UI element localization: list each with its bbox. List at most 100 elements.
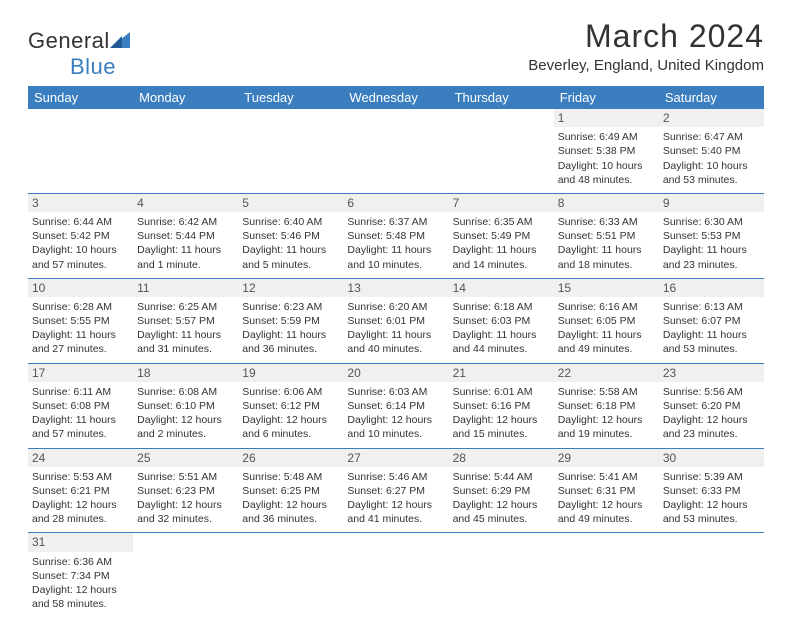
page-title: March 2024 [528, 18, 764, 55]
logo-text-dark: General [28, 28, 110, 53]
day-number: 5 [238, 194, 343, 212]
daylight-text: Daylight: 12 hours and 19 minutes. [558, 413, 655, 441]
day-number: 21 [449, 364, 554, 382]
calendar-cell: 22Sunrise: 5:58 AMSunset: 6:18 PMDayligh… [554, 363, 659, 448]
calendar-cell: 25Sunrise: 5:51 AMSunset: 6:23 PMDayligh… [133, 448, 238, 533]
sunrise-text: Sunrise: 6:18 AM [453, 300, 550, 314]
calendar-page: General Blue March 2024 Beverley, Englan… [0, 0, 792, 635]
sunset-text: Sunset: 6:12 PM [242, 399, 339, 413]
calendar-cell: 26Sunrise: 5:48 AMSunset: 6:25 PMDayligh… [238, 448, 343, 533]
daylight-text: Daylight: 10 hours and 53 minutes. [663, 159, 760, 187]
sunset-text: Sunset: 6:01 PM [347, 314, 444, 328]
sunrise-text: Sunrise: 5:44 AM [453, 470, 550, 484]
calendar-cell [238, 109, 343, 193]
daylight-text: Daylight: 10 hours and 48 minutes. [558, 159, 655, 187]
sunset-text: Sunset: 6:31 PM [558, 484, 655, 498]
sunset-text: Sunset: 5:55 PM [32, 314, 129, 328]
daylight-text: Daylight: 12 hours and 28 minutes. [32, 498, 129, 526]
sunrise-text: Sunrise: 6:28 AM [32, 300, 129, 314]
day-number: 31 [28, 533, 133, 551]
day-number: 12 [238, 279, 343, 297]
daylight-text: Daylight: 12 hours and 49 minutes. [558, 498, 655, 526]
sunset-text: Sunset: 6:14 PM [347, 399, 444, 413]
sunrise-text: Sunrise: 6:49 AM [558, 130, 655, 144]
sunrise-text: Sunrise: 5:58 AM [558, 385, 655, 399]
sunset-text: Sunset: 5:53 PM [663, 229, 760, 243]
sunrise-text: Sunrise: 6:40 AM [242, 215, 339, 229]
day-number: 9 [659, 194, 764, 212]
day-header: Friday [554, 86, 659, 109]
calendar-cell [28, 109, 133, 193]
sunset-text: Sunset: 6:20 PM [663, 399, 760, 413]
sunset-text: Sunset: 6:08 PM [32, 399, 129, 413]
calendar-table: Sunday Monday Tuesday Wednesday Thursday… [28, 86, 764, 617]
daylight-text: Daylight: 12 hours and 45 minutes. [453, 498, 550, 526]
day-number: 29 [554, 449, 659, 467]
daylight-text: Daylight: 11 hours and 40 minutes. [347, 328, 444, 356]
page-subtitle: Beverley, England, United Kingdom [528, 57, 764, 74]
calendar-cell [449, 109, 554, 193]
calendar-cell: 12 Sunrise: 6:23 AMSunset: 5:59 PMDayligh… [238, 278, 343, 363]
daylight-text: Daylight: 11 hours and 27 minutes. [32, 328, 129, 356]
day-number: 2 [659, 109, 764, 127]
sunset-text: Sunset: 5:59 PM [242, 314, 339, 328]
calendar-cell: 31Sunrise: 6:36 AMSunset: 7:34 PMDayligh… [28, 533, 133, 617]
sunrise-text: Sunrise: 5:53 AM [32, 470, 129, 484]
sunrise-text: Sunrise: 6:16 AM [558, 300, 655, 314]
daylight-text: Daylight: 12 hours and 41 minutes. [347, 498, 444, 526]
calendar-cell: 1Sunrise: 6:49 AMSunset: 5:38 PMDaylight… [554, 109, 659, 193]
sunset-text: Sunset: 5:44 PM [137, 229, 234, 243]
calendar-week: 17Sunrise: 6:11 AMSunset: 6:08 PMDayligh… [28, 363, 764, 448]
daylight-text: Daylight: 12 hours and 2 minutes. [137, 413, 234, 441]
sunrise-text: Sunrise: 6:23 AM [242, 300, 339, 314]
sunset-text: Sunset: 5:48 PM [347, 229, 444, 243]
sail-icon [110, 32, 130, 48]
day-number: 18 [133, 364, 238, 382]
sunset-text: Sunset: 6:33 PM [663, 484, 760, 498]
sunrise-text: Sunrise: 5:46 AM [347, 470, 444, 484]
daylight-text: Daylight: 11 hours and 18 minutes. [558, 243, 655, 271]
sunrise-text: Sunrise: 6:03 AM [347, 385, 444, 399]
calendar-cell: 27Sunrise: 5:46 AMSunset: 6:27 PMDayligh… [343, 448, 448, 533]
daylight-text: Daylight: 10 hours and 57 minutes. [32, 243, 129, 271]
day-number: 27 [343, 449, 448, 467]
day-number: 14 [449, 279, 554, 297]
sunset-text: Sunset: 6:18 PM [558, 399, 655, 413]
calendar-cell [659, 533, 764, 617]
sunset-text: Sunset: 5:49 PM [453, 229, 550, 243]
calendar-cell: 20Sunrise: 6:03 AMSunset: 6:14 PMDayligh… [343, 363, 448, 448]
sunset-text: Sunset: 6:25 PM [242, 484, 339, 498]
header: General Blue March 2024 Beverley, Englan… [28, 18, 764, 80]
calendar-cell: 4Sunrise: 6:42 AMSunset: 5:44 PMDaylight… [133, 193, 238, 278]
sunrise-text: Sunrise: 6:01 AM [453, 385, 550, 399]
calendar-body: 1Sunrise: 6:49 AMSunset: 5:38 PMDaylight… [28, 109, 764, 617]
sunset-text: Sunset: 6:23 PM [137, 484, 234, 498]
day-number: 30 [659, 449, 764, 467]
daylight-text: Daylight: 12 hours and 36 minutes. [242, 498, 339, 526]
daylight-text: Daylight: 11 hours and 31 minutes. [137, 328, 234, 356]
calendar-cell: 28Sunrise: 5:44 AMSunset: 6:29 PMDayligh… [449, 448, 554, 533]
sunrise-text: Sunrise: 6:47 AM [663, 130, 760, 144]
sunset-text: Sunset: 6:16 PM [453, 399, 550, 413]
day-header-row: Sunday Monday Tuesday Wednesday Thursday… [28, 86, 764, 109]
day-number: 16 [659, 279, 764, 297]
calendar-week: 31Sunrise: 6:36 AMSunset: 7:34 PMDayligh… [28, 533, 764, 617]
sunset-text: Sunset: 6:05 PM [558, 314, 655, 328]
daylight-text: Daylight: 12 hours and 6 minutes. [242, 413, 339, 441]
calendar-cell [554, 533, 659, 617]
daylight-text: Daylight: 11 hours and 36 minutes. [242, 328, 339, 356]
calendar-cell: 24Sunrise: 5:53 AMSunset: 6:21 PMDayligh… [28, 448, 133, 533]
daylight-text: Daylight: 11 hours and 57 minutes. [32, 413, 129, 441]
daylight-text: Daylight: 11 hours and 23 minutes. [663, 243, 760, 271]
calendar-cell: 2Sunrise: 6:47 AMSunset: 5:40 PMDaylight… [659, 109, 764, 193]
daylight-text: Daylight: 12 hours and 23 minutes. [663, 413, 760, 441]
day-header: Sunday [28, 86, 133, 109]
calendar-cell: 14Sunrise: 6:18 AMSunset: 6:03 PMDayligh… [449, 278, 554, 363]
day-number: 19 [238, 364, 343, 382]
calendar-cell [133, 109, 238, 193]
sunrise-text: Sunrise: 6:35 AM [453, 215, 550, 229]
daylight-text: Daylight: 11 hours and 5 minutes. [242, 243, 339, 271]
daylight-text: Daylight: 11 hours and 14 minutes. [453, 243, 550, 271]
calendar-week: 1Sunrise: 6:49 AMSunset: 5:38 PMDaylight… [28, 109, 764, 193]
calendar-cell: 6Sunrise: 6:37 AMSunset: 5:48 PMDaylight… [343, 193, 448, 278]
